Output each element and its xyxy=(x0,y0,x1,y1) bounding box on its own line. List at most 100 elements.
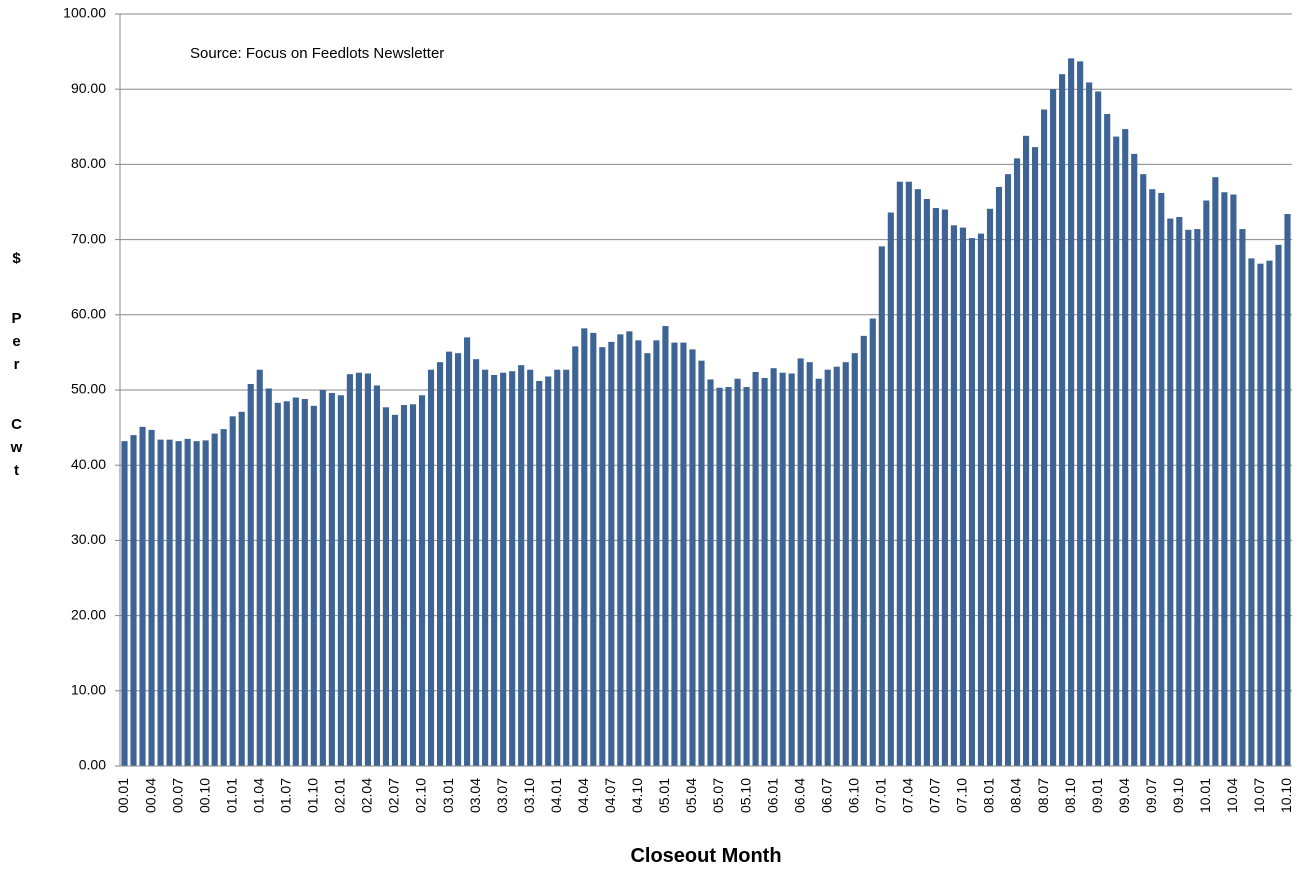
bar xyxy=(274,402,281,766)
bar xyxy=(608,341,615,766)
bar xyxy=(1158,192,1165,766)
x-tick-label: 01.01 xyxy=(223,778,239,813)
bar xyxy=(391,414,399,766)
x-tick-label: 06.01 xyxy=(764,778,780,813)
bar xyxy=(869,318,876,766)
bar xyxy=(500,372,507,766)
bar xyxy=(1266,260,1273,766)
bar xyxy=(491,374,498,766)
bar xyxy=(626,331,633,766)
x-tick-label: 00.04 xyxy=(142,778,158,813)
x-tick-label: 03.10 xyxy=(521,778,537,813)
bar xyxy=(175,441,182,766)
x-tick-label: 00.10 xyxy=(196,778,212,813)
bar xyxy=(833,366,840,766)
bar xyxy=(1013,158,1021,766)
y-tick-label: 90.00 xyxy=(71,80,106,96)
x-tick-label: 10.07 xyxy=(1251,778,1267,813)
bar xyxy=(301,399,308,766)
bar xyxy=(554,369,561,766)
x-tick-label: 09.04 xyxy=(1116,778,1132,813)
x-tick-label: 08.04 xyxy=(1008,778,1024,813)
bar xyxy=(310,405,317,766)
bar xyxy=(527,369,534,766)
bar xyxy=(599,347,606,766)
bar xyxy=(815,378,822,766)
bar xyxy=(590,332,597,766)
bar xyxy=(473,359,480,766)
bar xyxy=(1022,135,1030,767)
bar xyxy=(860,335,867,766)
bar xyxy=(436,362,444,766)
bar xyxy=(536,380,543,766)
x-tick-label: 05.07 xyxy=(710,778,726,813)
bar xyxy=(157,439,164,766)
bar xyxy=(743,386,750,766)
bar xyxy=(373,385,381,766)
bar xyxy=(545,376,552,766)
bar xyxy=(337,395,344,766)
bar xyxy=(878,246,885,767)
x-tick-label: 04.01 xyxy=(548,778,564,813)
x-tick-label: 05.01 xyxy=(656,778,672,813)
bar xyxy=(1140,174,1147,766)
bar xyxy=(482,369,489,766)
bar xyxy=(689,349,696,766)
x-tick-label: 07.10 xyxy=(954,778,970,813)
bar xyxy=(977,233,985,767)
bar xyxy=(1131,153,1138,766)
bar xyxy=(355,372,362,766)
y-tick-label: 70.00 xyxy=(71,230,106,246)
bar xyxy=(734,378,741,766)
bar xyxy=(1059,74,1066,766)
y-tick-label: 30.00 xyxy=(71,531,106,547)
x-tick-label: 01.07 xyxy=(277,778,293,813)
bar xyxy=(851,353,858,766)
bar xyxy=(409,404,417,766)
x-tick-label: 02.10 xyxy=(413,778,429,813)
bar xyxy=(572,346,579,766)
bar xyxy=(1230,194,1237,767)
bar xyxy=(229,416,236,766)
x-tick-label: 02.01 xyxy=(332,778,348,813)
bar xyxy=(1203,200,1210,767)
bar xyxy=(139,426,146,766)
bar xyxy=(247,383,254,766)
bar xyxy=(265,388,272,766)
bar xyxy=(716,387,723,766)
x-tick-label: 08.07 xyxy=(1035,778,1051,813)
bar xyxy=(1149,189,1156,766)
bar xyxy=(1194,229,1201,766)
bar xyxy=(283,401,290,766)
bar xyxy=(1257,263,1264,766)
bar xyxy=(887,212,894,766)
bar xyxy=(202,440,209,766)
y-tick-label: 60.00 xyxy=(71,306,106,322)
bar xyxy=(1041,109,1048,766)
bar xyxy=(445,351,453,766)
x-tick-label: 03.01 xyxy=(440,778,456,813)
bar xyxy=(184,438,191,766)
bar xyxy=(671,342,678,766)
y-tick-label: 50.00 xyxy=(71,381,106,397)
bar xyxy=(382,407,390,766)
bar xyxy=(1104,114,1111,767)
bar xyxy=(941,209,948,766)
bar xyxy=(680,342,687,766)
x-tick-label: 10.10 xyxy=(1278,778,1294,813)
bar xyxy=(1239,229,1246,766)
bar xyxy=(1077,61,1084,767)
bar xyxy=(806,362,813,766)
bar xyxy=(220,429,227,766)
x-tick-label: 09.07 xyxy=(1143,778,1159,813)
bar xyxy=(707,379,714,766)
x-tick-label: 02.07 xyxy=(386,778,402,813)
x-tick-label: 08.01 xyxy=(981,778,997,813)
bar xyxy=(1185,229,1192,767)
bar xyxy=(923,198,930,766)
x-tick-label: 04.10 xyxy=(629,778,645,813)
bar xyxy=(752,371,759,766)
bar xyxy=(788,373,795,766)
x-tick-label: 00.01 xyxy=(115,778,131,813)
